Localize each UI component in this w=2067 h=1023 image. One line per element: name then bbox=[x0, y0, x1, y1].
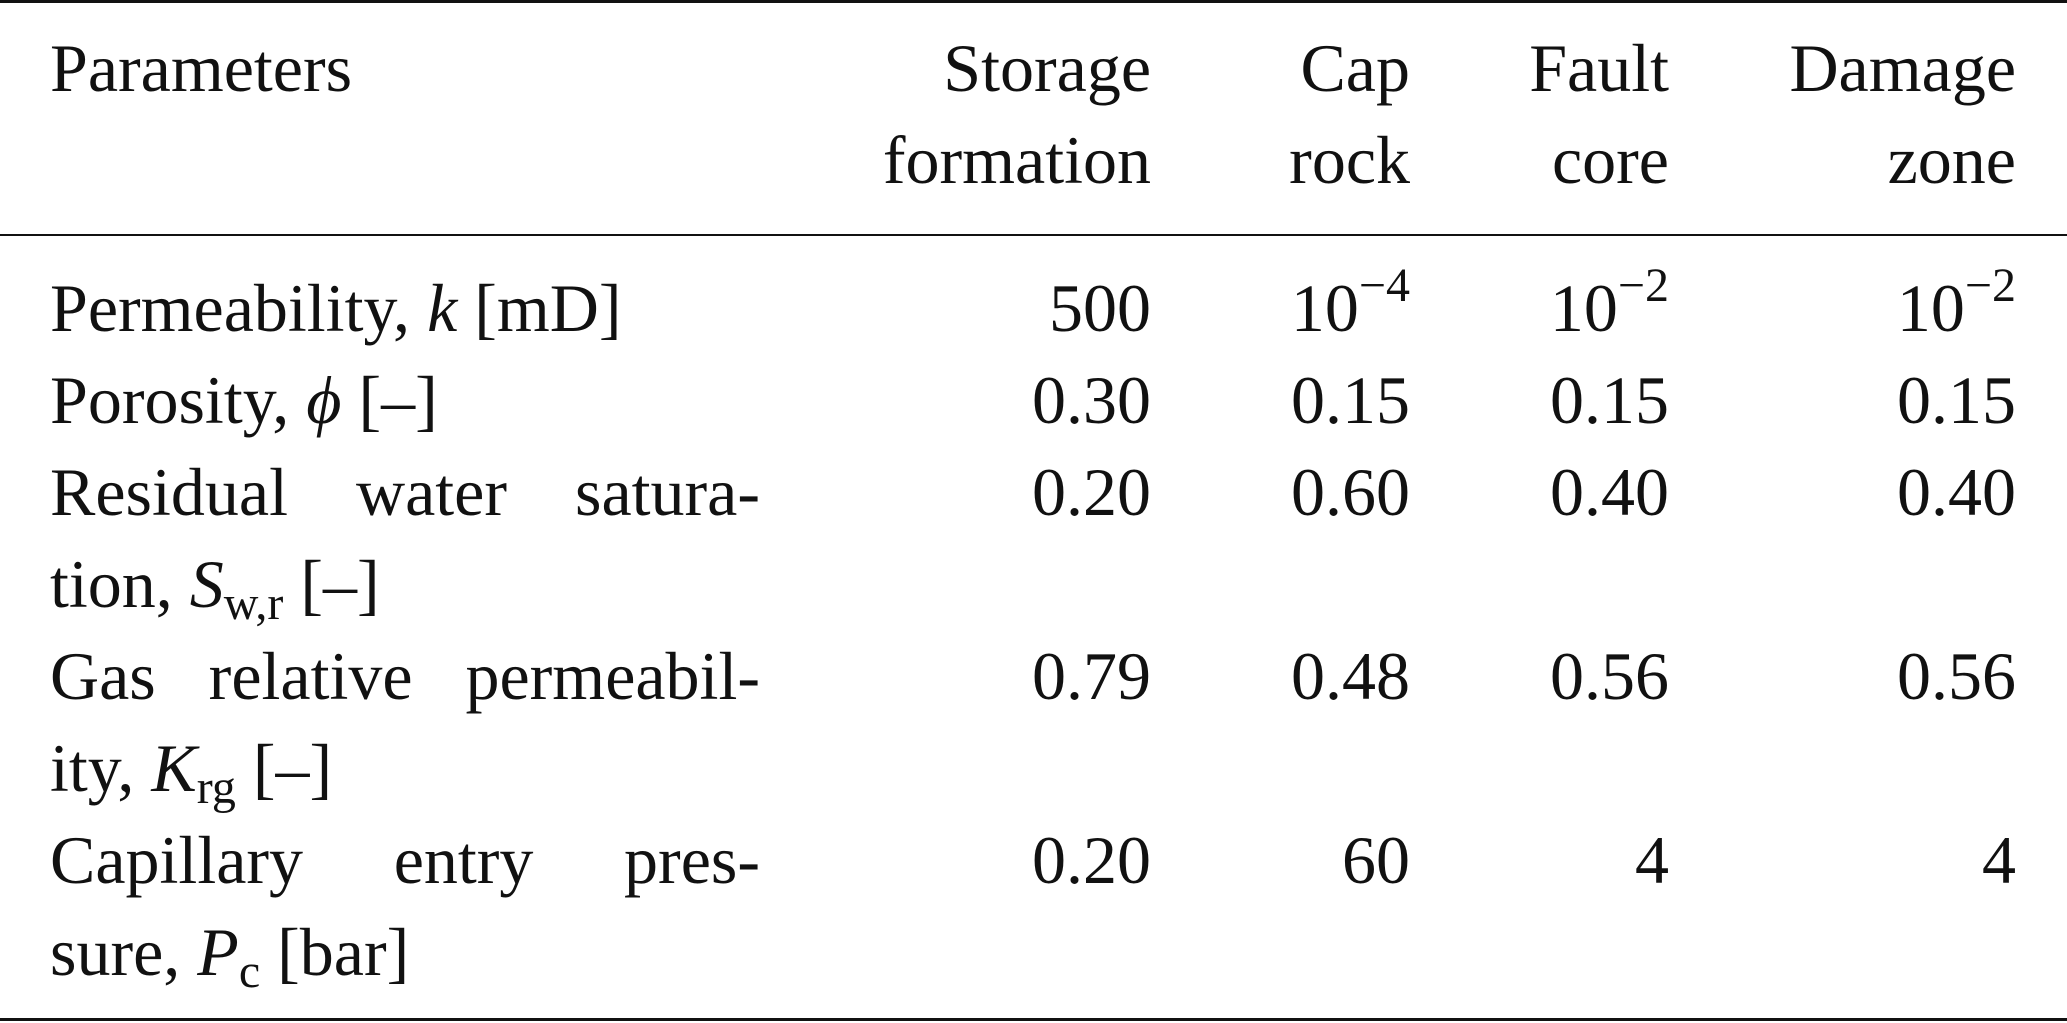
row-gas-relperm-line2: ity, Krg [–] bbox=[50, 722, 332, 814]
table-cell: 10−4 bbox=[1291, 262, 1410, 354]
table-cell: 0.56 bbox=[1897, 638, 2016, 714]
row-capillary-unit: [bar] bbox=[260, 914, 410, 990]
row-porosity-text: Porosity, bbox=[50, 362, 307, 438]
table-cell: 0.20 bbox=[1032, 454, 1151, 530]
header-storage-line1: Storage bbox=[943, 30, 1151, 106]
row-permeability-text: Permeability, bbox=[50, 270, 428, 346]
table-cell: 0.40 bbox=[1897, 454, 2016, 530]
row-gas-relperm-prefix: ity, bbox=[50, 730, 152, 806]
header-damagezone-line1: Damage bbox=[1789, 30, 2016, 106]
header-parameters: Parameters bbox=[50, 30, 353, 106]
row-residual-water-symbol: S bbox=[189, 546, 224, 622]
cell-value: 10 bbox=[1290, 270, 1359, 346]
table-cell: 0.40 bbox=[1550, 454, 1669, 530]
row-gas-relperm-unit: [–] bbox=[235, 730, 333, 806]
table-cell: 4 bbox=[1982, 822, 2016, 898]
top-rule bbox=[0, 0, 2067, 3]
header-rule bbox=[0, 234, 2067, 236]
cell-value: 500 bbox=[1049, 270, 1151, 346]
table-cell: 0.79 bbox=[1032, 638, 1151, 714]
row-capillary-line2: sure, Pc [bar] bbox=[50, 906, 409, 998]
bottom-rule bbox=[0, 1018, 2067, 1021]
row-permeability-label: Permeability, k [mD] bbox=[50, 262, 622, 354]
header-faultcore-line1: Fault bbox=[1529, 30, 1669, 106]
table-cell: 500 bbox=[1049, 262, 1151, 354]
table-cell: 4 bbox=[1635, 822, 1669, 898]
row-permeability-unit: [mD] bbox=[457, 270, 622, 346]
table-cell: 0.48 bbox=[1291, 638, 1410, 714]
header-caprock-line2: rock bbox=[1289, 122, 1410, 198]
row-porosity-label: Porosity, ϕ [–] bbox=[50, 354, 438, 446]
table-cell: 0.15 bbox=[1291, 362, 1410, 438]
row-gas-relperm-subscript: rg bbox=[196, 761, 236, 814]
header-faultcore-line2: core bbox=[1551, 122, 1669, 198]
cell-exponent: −2 bbox=[1964, 259, 2016, 312]
row-residual-water-unit: [–] bbox=[283, 546, 380, 622]
row-porosity-unit: [–] bbox=[341, 362, 438, 438]
table-cell: 0.60 bbox=[1291, 454, 1410, 530]
cell-exponent: −4 bbox=[1358, 259, 1410, 312]
row-gas-relperm-symbol: K bbox=[151, 730, 197, 806]
row-permeability-symbol: k bbox=[427, 270, 458, 346]
row-capillary-symbol: P bbox=[197, 914, 239, 990]
header-storage-line2: formation bbox=[882, 122, 1151, 198]
row-residual-water-line1: Residual water satura- bbox=[50, 454, 760, 530]
table-cell: 0.15 bbox=[1897, 362, 2016, 438]
header-damagezone-line2: zone bbox=[1887, 122, 2016, 198]
table-cell: 0.20 bbox=[1032, 822, 1151, 898]
table-cell: 10−2 bbox=[1897, 262, 2016, 354]
table-cell: 10−2 bbox=[1550, 262, 1669, 354]
header-caprock-line1: Cap bbox=[1300, 30, 1410, 106]
table-cell: 0.15 bbox=[1550, 362, 1669, 438]
row-residual-water-subscript: w,r bbox=[223, 577, 284, 630]
cell-value: 10 bbox=[1896, 270, 1965, 346]
row-residual-water-prefix: tion, bbox=[50, 546, 190, 622]
row-gas-relperm-line1: Gas relative permeabil- bbox=[50, 638, 760, 714]
row-residual-water-line2: tion, Sw,r [–] bbox=[50, 538, 380, 630]
table-cell: 0.30 bbox=[1032, 362, 1151, 438]
row-capillary-line1: Capillary entry pres- bbox=[50, 822, 760, 898]
cell-value: 10 bbox=[1549, 270, 1618, 346]
row-capillary-subscript: c bbox=[238, 945, 261, 998]
row-capillary-prefix: sure, bbox=[50, 914, 198, 990]
table-cell: 60 bbox=[1342, 822, 1410, 898]
row-porosity-symbol: ϕ bbox=[306, 362, 342, 438]
table-cell: 0.56 bbox=[1550, 638, 1669, 714]
cell-exponent: −2 bbox=[1617, 259, 1669, 312]
